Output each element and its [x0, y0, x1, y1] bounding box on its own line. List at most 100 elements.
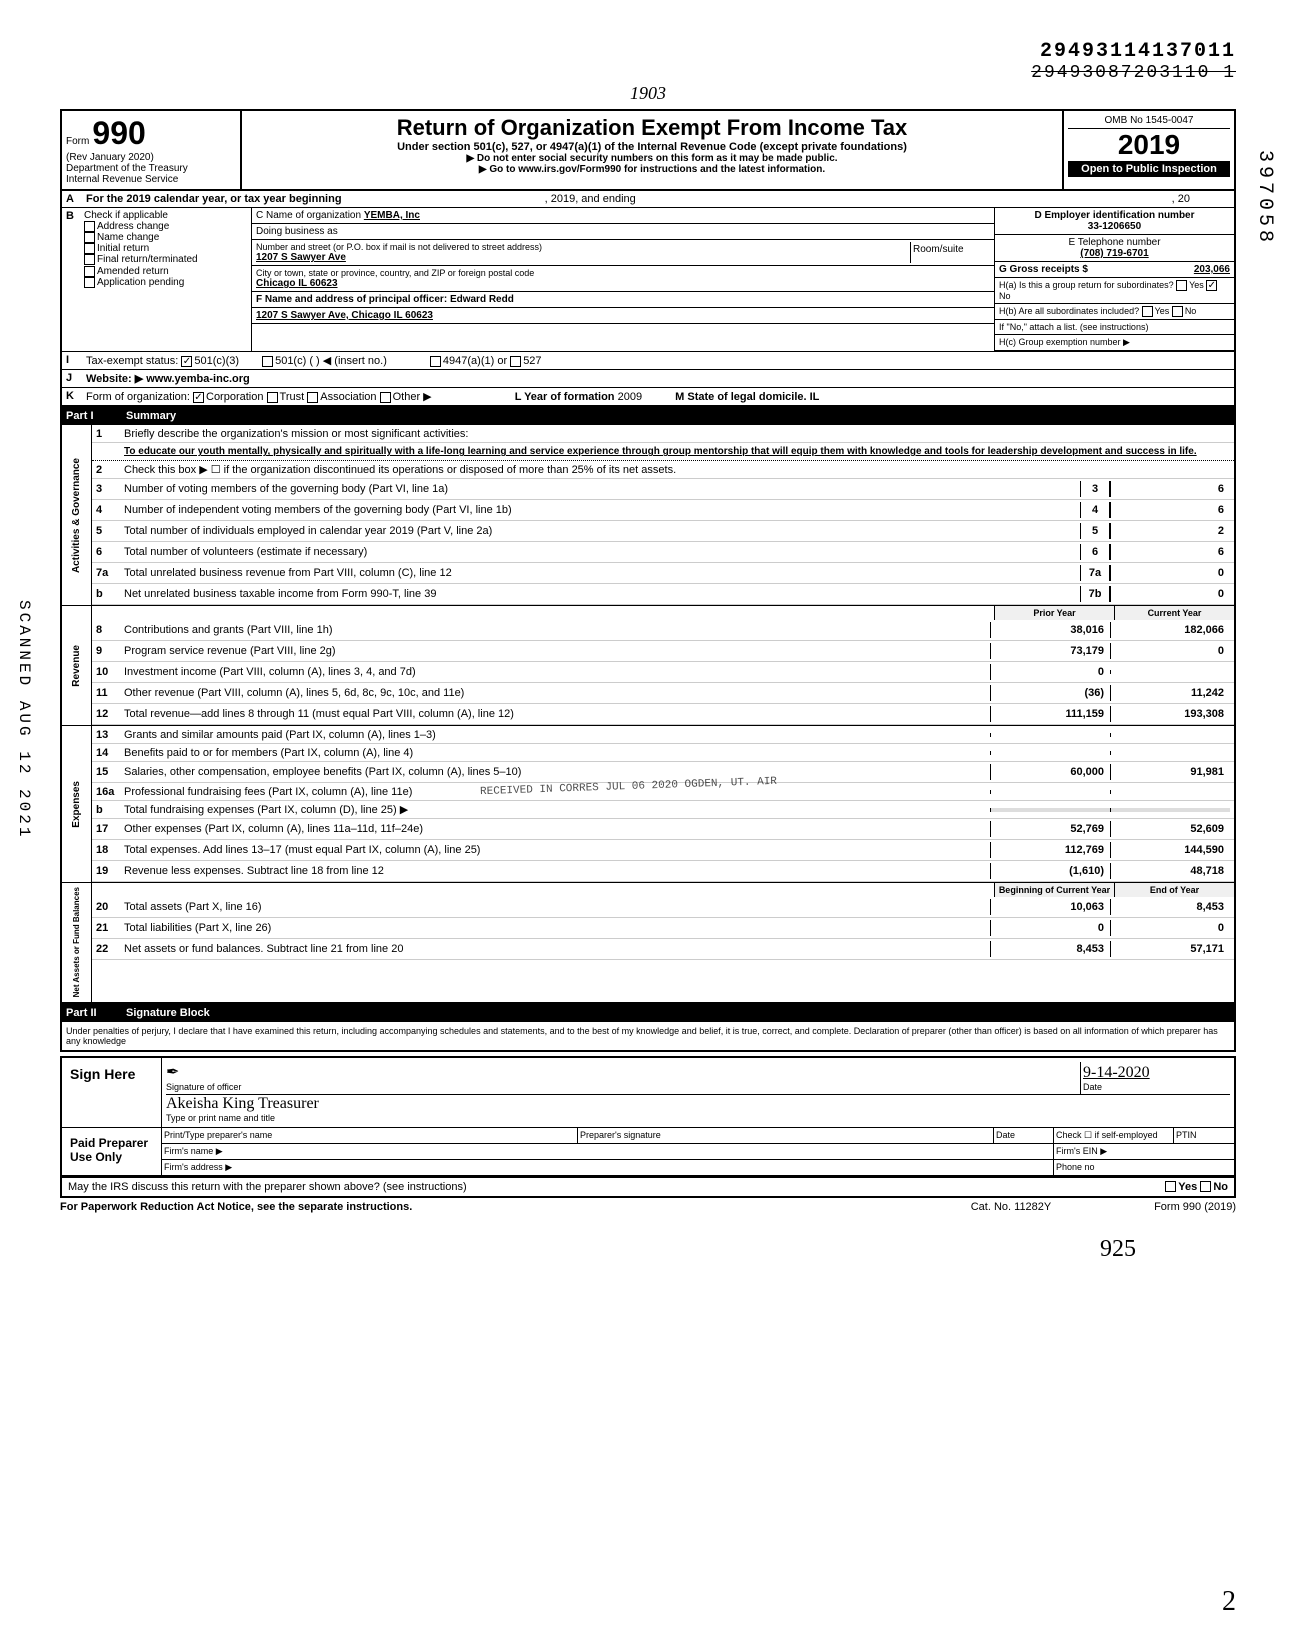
form-irs: Internal Revenue Service	[66, 174, 236, 185]
row-a-label: A	[62, 191, 82, 207]
addr-label: Number and street (or P.O. box if mail i…	[256, 242, 910, 252]
opt-527: 527	[523, 355, 541, 367]
discuss-text: May the IRS discuss this return with the…	[68, 1181, 1165, 1193]
box5: 5	[1080, 523, 1110, 539]
paid-preparer-label: Paid Preparer Use Only	[62, 1128, 162, 1175]
cb-hb-no[interactable]	[1172, 306, 1183, 317]
l-label: L Year of formation	[515, 391, 615, 403]
cb-discuss-yes[interactable]	[1165, 1181, 1176, 1192]
omb-number: OMB No 1545-0047	[1068, 115, 1230, 129]
gross-receipts: 203,066	[1194, 264, 1230, 275]
line-a-end: , 20	[1172, 193, 1190, 205]
form-word: Form	[66, 136, 89, 147]
prep-sig-label: Preparer's signature	[578, 1128, 994, 1143]
line17: Other expenses (Part IX, column (A), lin…	[124, 823, 990, 835]
cb-501c[interactable]	[262, 356, 273, 367]
cb-hb-yes[interactable]	[1142, 306, 1153, 317]
lbl-name: Name change	[97, 232, 159, 243]
name-label: Type or print name and title	[166, 1113, 1230, 1123]
cb-ha-yes[interactable]	[1176, 280, 1187, 291]
line1-text: Briefly describe the organization's miss…	[124, 428, 1230, 440]
phone-label: Phone no	[1054, 1160, 1234, 1175]
tax-year: 2019	[1068, 129, 1230, 161]
cb-address[interactable]	[84, 221, 95, 232]
line16b: Total fundraising expenses (Part IX, col…	[124, 803, 990, 816]
lbl-final: Final return/terminated	[97, 255, 198, 266]
officer-name: Edward Redd	[450, 294, 514, 305]
scanned-stamp: SCANNED AUG 12 2021	[15, 600, 33, 839]
cb-501c3[interactable]	[181, 356, 192, 367]
lbl-amended: Amended return	[97, 266, 169, 277]
firm-ein-label: Firm's EIN ▶	[1054, 1144, 1234, 1159]
c12: 193,308	[1110, 706, 1230, 722]
p21: 0	[990, 920, 1110, 936]
p18: 112,769	[990, 842, 1110, 858]
lbl-initial: Initial return	[97, 243, 149, 254]
c16a	[1110, 790, 1230, 794]
cb-assoc[interactable]	[307, 392, 318, 403]
prep-date-label: Date	[994, 1128, 1054, 1143]
line7b-text: Net unrelated business taxable income fr…	[124, 588, 1080, 600]
discuss-yes: Yes	[1178, 1181, 1197, 1193]
form-org-label: Form of organization:	[86, 391, 190, 403]
line2-text: Check this box ▶ ☐ if the organization d…	[124, 463, 1230, 476]
p10: 0	[990, 664, 1110, 680]
p17: 52,769	[990, 821, 1110, 837]
prep-name-label: Print/Type preparer's name	[162, 1128, 578, 1143]
rev-label: Revenue	[69, 641, 84, 691]
ha-yes: Yes	[1189, 280, 1204, 290]
cb-corp[interactable]	[193, 392, 204, 403]
cb-amended[interactable]	[84, 266, 95, 277]
cb-name[interactable]	[84, 232, 95, 243]
val4: 6	[1110, 502, 1230, 518]
form-dept: Department of the Treasury	[66, 163, 236, 174]
sig-date: 9-14-2020	[1083, 1064, 1228, 1082]
line15: Salaries, other compensation, employee b…	[124, 766, 990, 778]
firm-addr-label: Firm's address ▶	[162, 1160, 1054, 1175]
form-rev: (Rev January 2020)	[66, 152, 236, 163]
form-title: Return of Organization Exempt From Incom…	[246, 115, 1058, 141]
street-addr: 1207 S Sawyer Ave	[256, 252, 910, 263]
page-number: 2	[1222, 1586, 1236, 1618]
cb-discuss-no[interactable]	[1200, 1181, 1211, 1192]
date-label: Date	[1083, 1082, 1228, 1092]
form-number: 990	[92, 115, 145, 151]
c19: 48,718	[1110, 863, 1230, 879]
net-label: Net Assets or Fund Balances	[70, 883, 83, 1001]
c8: 182,066	[1110, 622, 1230, 638]
p22: 8,453	[990, 941, 1110, 957]
cb-ha-no[interactable]	[1206, 280, 1217, 291]
discuss-no: No	[1213, 1181, 1228, 1193]
room-label: Room/suite	[910, 242, 990, 263]
line7a-text: Total unrelated business revenue from Pa…	[124, 567, 1080, 579]
line18: Total expenses. Add lines 13–17 (must eq…	[124, 844, 990, 856]
opt-4947: 4947(a)(1) or	[443, 355, 507, 367]
footer-handwritten: 925	[60, 1236, 1236, 1263]
part-i-header: Part I Summary	[60, 407, 1236, 425]
stamp-top-1: 29493114137011	[60, 40, 1236, 63]
cb-final[interactable]	[84, 254, 95, 265]
line10: Investment income (Part VIII, column (A)…	[124, 666, 990, 678]
line-a-text: For the 2019 calendar year, or tax year …	[86, 193, 342, 205]
hb-no: No	[1185, 306, 1197, 316]
c18: 144,590	[1110, 842, 1230, 858]
part-ii-header: Part II Signature Block	[60, 1004, 1236, 1022]
c22: 57,171	[1110, 941, 1230, 957]
p9: 73,179	[990, 643, 1110, 659]
m-label: M State of legal domicile.	[675, 391, 806, 403]
cb-527[interactable]	[510, 356, 521, 367]
g-label: G Gross receipts $	[999, 264, 1088, 275]
c9: 0	[1110, 643, 1230, 659]
col-begin: Beginning of Current Year	[994, 883, 1114, 897]
box7b: 7b	[1080, 586, 1110, 602]
line3-text: Number of voting members of the governin…	[124, 483, 1080, 495]
cb-pending[interactable]	[84, 277, 95, 288]
row-k-label: K	[62, 388, 82, 405]
cb-other[interactable]	[380, 392, 391, 403]
city-val: Chicago IL 60623	[256, 278, 990, 289]
cb-initial[interactable]	[84, 243, 95, 254]
cb-trust[interactable]	[267, 392, 278, 403]
cb-4947[interactable]	[430, 356, 441, 367]
c11: 11,242	[1110, 685, 1230, 701]
line13: Grants and similar amounts paid (Part IX…	[124, 729, 990, 741]
